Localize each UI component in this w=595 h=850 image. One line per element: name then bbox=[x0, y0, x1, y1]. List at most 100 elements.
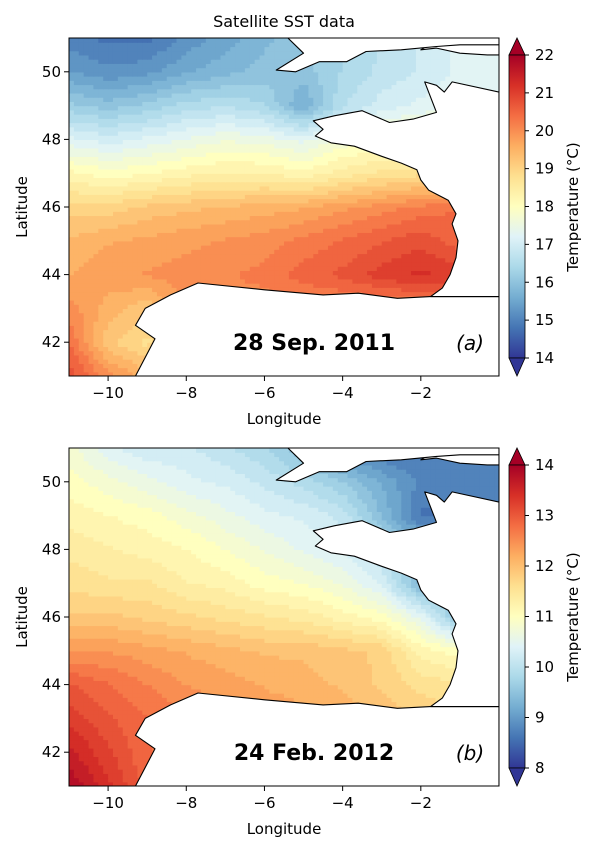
sst-cell bbox=[406, 164, 412, 170]
sst-cell bbox=[269, 245, 275, 250]
sst-cell bbox=[293, 194, 300, 200]
sst-cell bbox=[264, 139, 270, 145]
sst-cell bbox=[323, 257, 329, 263]
sst-cell bbox=[127, 359, 134, 364]
sst-cell bbox=[73, 295, 80, 301]
sst-cell bbox=[88, 299, 95, 305]
sst-cell bbox=[357, 287, 363, 293]
sst-cell bbox=[112, 274, 119, 280]
sst-cell bbox=[171, 223, 178, 229]
sst-cell bbox=[371, 181, 378, 187]
sst-cell bbox=[313, 168, 319, 174]
sst-cell bbox=[371, 215, 378, 221]
sst-cell bbox=[235, 181, 241, 187]
sst-cell bbox=[147, 194, 153, 200]
sst-cell bbox=[176, 198, 182, 204]
sst-cell bbox=[152, 266, 158, 271]
sst-cell bbox=[191, 168, 197, 174]
sst-cell bbox=[156, 198, 163, 204]
sst-cell bbox=[376, 266, 383, 271]
sst-cell bbox=[196, 168, 202, 174]
sst-cell bbox=[249, 190, 256, 195]
sst-cell bbox=[88, 312, 95, 318]
sst-cell bbox=[264, 270, 270, 276]
sst-cell bbox=[411, 236, 417, 242]
sst-cell bbox=[386, 261, 393, 267]
sst-cell bbox=[244, 139, 251, 145]
sst-cell bbox=[284, 139, 290, 145]
sst-cell bbox=[240, 223, 246, 229]
sst-cell bbox=[327, 283, 334, 288]
sst-cell bbox=[288, 143, 295, 149]
sst-cell bbox=[288, 164, 295, 170]
sst-cell bbox=[298, 278, 305, 284]
sst-cell bbox=[196, 173, 202, 179]
sst-cell bbox=[112, 135, 119, 140]
sst-cell bbox=[401, 270, 407, 276]
sst-cell bbox=[137, 295, 143, 301]
sst-cell bbox=[161, 249, 168, 255]
sst-cell bbox=[196, 160, 202, 166]
sst-cell bbox=[205, 164, 212, 170]
sst-cell bbox=[293, 202, 300, 208]
sst-cell bbox=[196, 232, 202, 238]
sst-cell bbox=[352, 257, 358, 263]
sst-cell bbox=[117, 219, 124, 225]
sst-cell bbox=[132, 261, 139, 267]
sst-cell bbox=[210, 207, 217, 212]
sst-cell bbox=[142, 283, 148, 288]
sst-cell bbox=[117, 181, 124, 187]
sst-cell bbox=[288, 181, 295, 187]
sst-cell bbox=[391, 202, 397, 208]
sst-cell bbox=[147, 291, 153, 297]
sst-cell bbox=[220, 194, 226, 200]
sst-cell bbox=[88, 168, 95, 174]
sst-cell bbox=[411, 177, 417, 183]
sst-cell bbox=[117, 202, 124, 208]
sst-cell bbox=[122, 287, 129, 293]
sst-cell bbox=[171, 215, 178, 221]
sst-cell bbox=[103, 299, 109, 305]
sst-cell bbox=[142, 274, 148, 280]
sst-cell bbox=[303, 190, 310, 195]
sst-cell bbox=[161, 257, 168, 263]
sst-cell bbox=[181, 266, 187, 271]
sst-cell bbox=[220, 240, 226, 246]
sst-cell bbox=[391, 245, 397, 250]
sst-cell bbox=[147, 295, 153, 301]
sst-cell bbox=[83, 346, 90, 352]
sst-cell bbox=[347, 147, 354, 153]
sst-cell bbox=[83, 152, 90, 157]
sst-cell bbox=[166, 160, 173, 166]
sst-cell bbox=[112, 304, 119, 310]
sst-cell bbox=[293, 236, 300, 242]
sst-cell bbox=[181, 245, 187, 250]
sst-cell bbox=[367, 160, 373, 166]
sst-cell bbox=[244, 135, 251, 140]
sst-cell bbox=[391, 274, 397, 280]
sst-cell bbox=[391, 164, 397, 170]
sst-cell bbox=[401, 291, 407, 297]
sst-cell bbox=[244, 278, 251, 284]
sst-cell bbox=[308, 185, 314, 191]
sst-cell bbox=[156, 228, 163, 233]
sst-cell bbox=[288, 278, 295, 284]
sst-cell bbox=[371, 202, 378, 208]
sst-cell bbox=[240, 215, 246, 221]
sst-cell bbox=[249, 164, 256, 170]
sst-cell bbox=[367, 249, 373, 255]
sst-cell bbox=[103, 139, 109, 145]
sst-cell bbox=[235, 249, 241, 255]
sst-cell bbox=[386, 232, 393, 238]
sst-cell bbox=[342, 270, 349, 276]
sst-cell bbox=[279, 173, 285, 179]
sst-cell bbox=[288, 177, 295, 183]
sst-cell bbox=[191, 207, 197, 212]
sst-cell bbox=[142, 270, 148, 276]
sst-cell bbox=[347, 283, 354, 288]
sst-cell bbox=[196, 181, 202, 187]
sst-cell bbox=[200, 232, 207, 238]
sst-cell bbox=[156, 139, 163, 145]
sst-cell bbox=[371, 274, 378, 280]
sst-cell bbox=[93, 371, 99, 376]
